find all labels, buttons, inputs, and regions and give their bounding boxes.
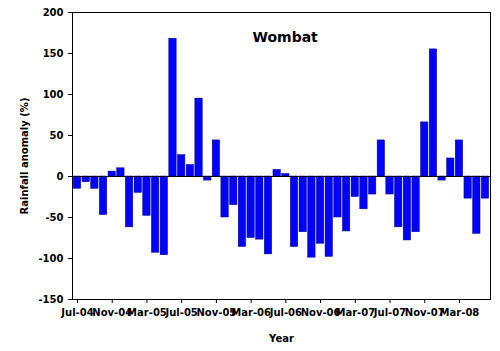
svg-text:100: 100 [43,89,64,100]
svg-text:Wombat: Wombat [253,29,319,45]
svg-text:50: 50 [50,130,64,141]
svg-text:Jul-07: Jul-07 [373,307,406,318]
svg-text:Jul-06: Jul-06 [269,307,302,318]
svg-text:Nov-07: Nov-07 [404,306,445,318]
svg-text:Jul-04: Jul-04 [60,307,93,318]
svg-text:Mar-05: Mar-05 [127,307,167,318]
svg-text:200: 200 [43,7,64,18]
svg-text:Mar-07: Mar-07 [335,307,375,318]
svg-text:-100: -100 [38,253,63,264]
svg-text:150: 150 [43,48,64,59]
svg-text:Mar-08: Mar-08 [440,307,480,318]
svg-text:Rainfall anomaly (%): Rainfall anomaly (%) [19,98,30,215]
svg-text:Mar-06: Mar-06 [231,307,271,318]
svg-text:-50: -50 [45,212,63,223]
svg-text:Jul-05: Jul-05 [164,307,197,318]
svg-text:Nov-05: Nov-05 [196,306,237,318]
svg-text:0: 0 [57,171,64,182]
svg-text:Year: Year [268,333,294,344]
svg-text:-150: -150 [38,294,63,305]
svg-text:Nov-04: Nov-04 [92,306,133,318]
svg-text:Nov-06: Nov-06 [300,306,341,318]
